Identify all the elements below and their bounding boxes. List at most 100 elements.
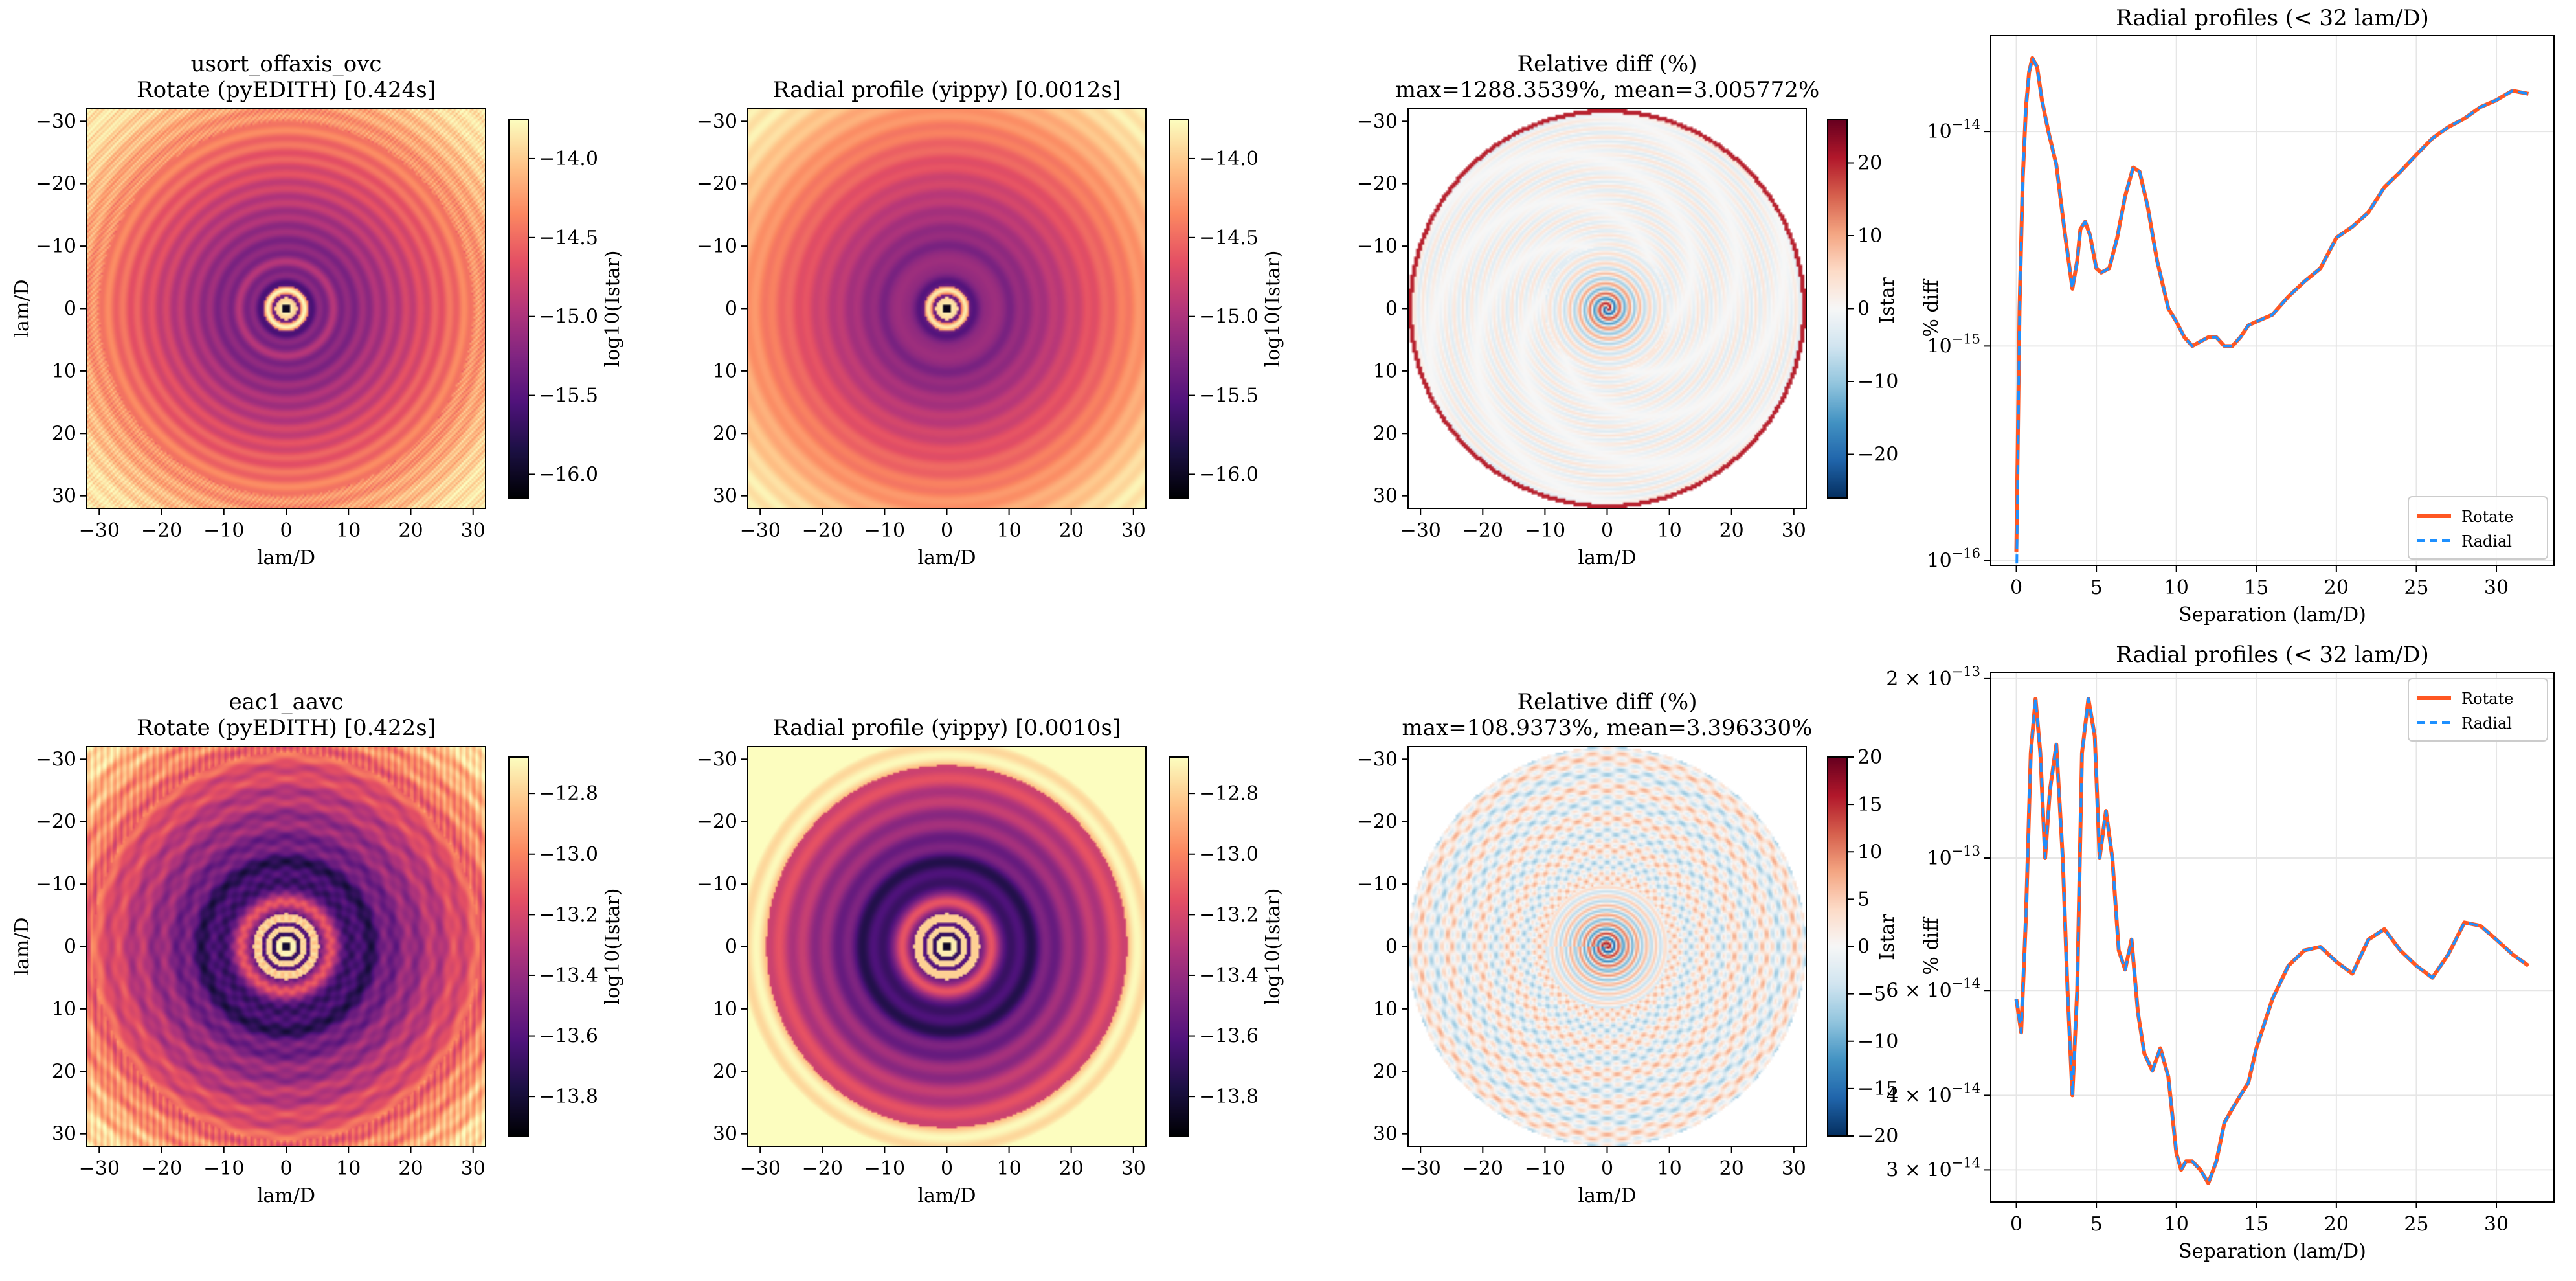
panel-6-y-tick-label: −30: [697, 748, 737, 771]
panel-1-x-tick-label: 20: [398, 519, 423, 542]
panel-1-colorbar-tick-label: −14.5: [539, 227, 598, 249]
panel-5-colorbar-tick-label: −13.8: [539, 1085, 598, 1108]
panel-5-y-tick-label: 10: [52, 998, 76, 1021]
panel-7-x-tick-label: −10: [1525, 1157, 1565, 1180]
panel-6-x-tick-label: 30: [1121, 1157, 1146, 1180]
panel-6-x-tick-label: −30: [740, 1157, 781, 1180]
panel-2-x-tick-label: −20: [802, 519, 843, 542]
panel-5-colorbar-tick-label: −12.8: [539, 782, 598, 805]
panel-6-y-tick-label: −20: [697, 811, 737, 833]
panel-1-colorbar-tick-label: −15.0: [539, 306, 598, 328]
panel-7-y-tick-label: 30: [1373, 1123, 1398, 1146]
panel-7-y-tick-label: −20: [1357, 811, 1398, 833]
panel-6-colorbar-tick-label: −12.8: [1199, 782, 1259, 805]
panel-8-x-tick-label: 30: [2484, 1213, 2509, 1236]
panel-7-x-axis-label: lam/D: [1578, 1185, 1636, 1207]
panel-6-title-line: Radial profile (yippy) [0.0010s]: [773, 715, 1121, 741]
panel-6-y-tick-label: 20: [713, 1060, 737, 1083]
panel-7-x-tick-label: 20: [1719, 1157, 1744, 1180]
panel-8-x-tick-label: 20: [2324, 1213, 2349, 1236]
panel-1-y-tick-label: 30: [52, 485, 76, 508]
panel-5-y-tick-label: 20: [52, 1060, 76, 1083]
panel-8-y-tick-label: 2 × 10−13: [1886, 664, 1980, 690]
panel-2-colorbar-tick-label: −15.0: [1199, 306, 1259, 328]
panel-7-colorbar-tick-label: −20: [1857, 1125, 1898, 1148]
panel-2-colorbar-label: log10(Istar): [1262, 251, 1284, 367]
panel-3-x-tick-label: −20: [1462, 519, 1503, 542]
panel-5-title-line: Rotate (pyEDITH) [0.422s]: [137, 715, 436, 741]
panel-2-colorbar-tick-label: −15.5: [1199, 385, 1259, 407]
panel-4-x-axis-label: Separation (lam/D): [2178, 604, 2366, 626]
panel-7-colorbar-tick-label: 20: [1857, 746, 1882, 769]
panel-2-y-tick-label: −10: [697, 235, 737, 258]
panel-8-y-tick-label: 6 × 10−14: [1886, 975, 1980, 1002]
panel-7-title-line: Relative diff (%): [1518, 689, 1697, 715]
panel-1-y-tick-label: 10: [52, 360, 76, 383]
panel-8-legend-label-rotate: Rotate: [2461, 690, 2513, 708]
panel-3-title-line: Relative diff (%): [1518, 51, 1697, 77]
panel-4-title: Radial profiles (< 32 lam/D): [2116, 5, 2429, 31]
panel-1-x-tick-label: 0: [280, 519, 292, 542]
panel-2-x-tick-label: 10: [997, 519, 1022, 542]
panel-1-x-tick-label: 10: [336, 519, 361, 542]
panel-8-series-radial-line: [2015, 697, 2529, 1185]
panel-8-frame: [1990, 672, 2555, 1203]
panel-3-colorbar-tick-label: 10: [1857, 225, 1882, 247]
panel-2-y-tick-label: 30: [713, 485, 737, 508]
panel-7-colorbar-label: % diff: [1920, 916, 1943, 975]
panel-8-y-tick-label: 4 × 10−14: [1886, 1080, 1980, 1107]
panel-6-colorbar-tick-label: −13.2: [1199, 903, 1259, 926]
panel-5-title-line: eac1_aavc: [229, 689, 344, 715]
panel-7-colorbar-tick-label: 0: [1857, 936, 1870, 958]
panel-4-legend-label-rotate: Rotate: [2461, 508, 2513, 526]
panel-8-x-tick-label: 5: [2090, 1213, 2103, 1236]
panel-8-x-tick-label: 0: [2010, 1213, 2022, 1236]
panel-8-legend: [2408, 678, 2548, 742]
panel-4-series-radial-line: [2015, 56, 2529, 565]
panel-7-colorbar-tick-label: 5: [1857, 888, 1870, 911]
panel-4-legend: [2408, 496, 2548, 560]
panel-7-x-tick-label: 10: [1657, 1157, 1682, 1180]
panel-3-colorbar-tick-label: −10: [1857, 370, 1898, 393]
panel-7-x-tick-label: 30: [1782, 1157, 1806, 1180]
panel-6-colorbar-tick-label: −13.8: [1199, 1085, 1259, 1108]
panel-8-x-tick-label: 10: [2164, 1213, 2189, 1236]
panel-7-y-tick-label: 20: [1373, 1060, 1398, 1083]
panel-2-y-tick-label: 0: [725, 298, 737, 321]
panel-1-x-tick-label: −30: [79, 519, 120, 542]
panel-2-x-tick-label: 30: [1121, 519, 1146, 542]
panel-1-colorbar-tick-label: −14.0: [539, 148, 598, 170]
panel-3-y-tick-label: −20: [1357, 173, 1398, 196]
panel-1-colorbar-label: log10(Istar): [601, 251, 624, 367]
panel-3-colorbar-label: % diff: [1920, 278, 1943, 337]
panel-1-y-tick-label: −10: [36, 235, 76, 258]
panel-6-x-tick-label: 10: [997, 1157, 1022, 1180]
panel-8-title: Radial profiles (< 32 lam/D): [2116, 642, 2429, 668]
panel-2-title-line: Radial profile (yippy) [0.0012s]: [773, 77, 1121, 103]
panel-5-x-tick-label: 30: [461, 1157, 486, 1180]
panel-5-colorbar-tick-label: −13.0: [539, 843, 598, 866]
panel-5-colorbar: [509, 757, 528, 1136]
panel-7-colorbar-tick-label: −5: [1857, 983, 1886, 1006]
panel-7-x-tick-label: −30: [1400, 1157, 1441, 1180]
panel-2-x-axis-label: lam/D: [917, 547, 976, 569]
panel-3-y-tick-label: 20: [1373, 422, 1398, 445]
panel-5-y-tick-label: 30: [52, 1123, 76, 1146]
panel-2-x-tick-label: 20: [1059, 519, 1084, 542]
panel-4-x-tick-label: 0: [2010, 576, 2022, 599]
panel-4-legend-label-radial: Radial: [2461, 532, 2512, 550]
panel-1-y-tick-label: 20: [52, 422, 76, 445]
panel-7-colorbar: [1828, 757, 1847, 1136]
panel-2-y-tick-label: 10: [713, 360, 737, 383]
panel-5-x-tick-label: −10: [203, 1157, 244, 1180]
panel-5-colorbar-tick-label: −13.2: [539, 903, 598, 926]
panel-2-colorbar: [1169, 119, 1189, 498]
panel-1-colorbar: [509, 119, 528, 498]
panel-5-x-axis-label: lam/D: [257, 1185, 315, 1207]
panel-7-y-tick-label: −10: [1357, 873, 1398, 896]
panel-6-colorbar-label: log10(Istar): [1262, 889, 1284, 1005]
panel-5-x-tick-label: −30: [79, 1157, 120, 1180]
panel-5-x-tick-label: −20: [141, 1157, 182, 1180]
panel-2-y-tick-label: −30: [697, 110, 737, 133]
